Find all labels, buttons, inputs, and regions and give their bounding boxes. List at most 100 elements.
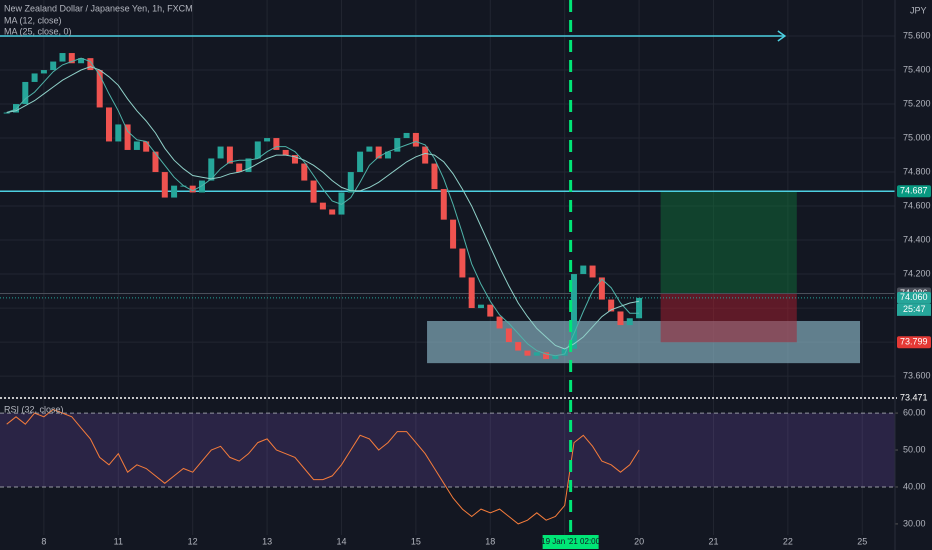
x-tick-label: 25 (857, 536, 867, 546)
x-tick-label: 13 (262, 536, 272, 546)
candle (422, 146, 429, 164)
rsi-legend: RSI (32, close) (4, 404, 64, 414)
candle (431, 163, 438, 190)
rsi-tick-label: 30.00 (903, 518, 926, 528)
x-tick-label: 14 (336, 536, 346, 546)
candle (96, 70, 103, 108)
rsi-tick-label: 60.00 (903, 407, 926, 417)
countdown: 25:47 (903, 304, 926, 314)
candle (384, 151, 391, 159)
candle (515, 342, 522, 351)
candle (338, 192, 345, 215)
candle (291, 155, 298, 164)
price-tag-label: 73.471 (900, 392, 928, 402)
x-tick-label: 15 (411, 536, 421, 546)
candle (226, 146, 233, 164)
candle (3, 112, 10, 114)
x-tick-label: 8 (41, 536, 46, 546)
price-tag-label: 74.060 (900, 292, 928, 302)
price-tag (897, 291, 931, 304)
x-tick-label: 21 (708, 536, 718, 546)
candle (236, 163, 243, 173)
candle (264, 138, 271, 142)
candle (561, 348, 568, 356)
candle (198, 180, 205, 193)
x-tick-label: 12 (188, 536, 198, 546)
candle (245, 158, 252, 173)
candle (450, 219, 457, 249)
candle (161, 172, 168, 198)
candle (477, 304, 484, 309)
candle (282, 149, 289, 156)
candle (412, 132, 419, 147)
candle (608, 299, 615, 312)
candle (543, 352, 550, 360)
candle (626, 318, 633, 326)
rsi-tick-label: 40.00 (903, 481, 926, 491)
candle (208, 158, 215, 181)
candle (440, 189, 447, 220)
candle (505, 328, 512, 343)
currency-label: JPY (910, 5, 927, 15)
y-tick-label: 75.000 (903, 132, 931, 142)
candle (105, 107, 112, 142)
candle (40, 70, 47, 74)
candle (301, 163, 308, 181)
candle (124, 124, 131, 150)
candle (375, 146, 382, 159)
y-tick-label: 73.600 (903, 370, 931, 380)
candle (217, 146, 224, 159)
candle (133, 141, 140, 150)
price-tag-label: 73.799 (900, 337, 928, 347)
candle (12, 104, 19, 113)
crosshair-label: 19 Jan '21 02:00 (541, 537, 600, 546)
y-tick-label: 75.600 (903, 30, 931, 40)
y-tick-label: 74.400 (903, 234, 931, 244)
candle (496, 316, 503, 329)
candle (580, 265, 587, 275)
candle (310, 180, 317, 203)
ray-arrow (777, 30, 787, 42)
candle (570, 274, 577, 349)
price-tag (897, 336, 931, 349)
candle (636, 297, 643, 319)
x-tick-label: 11 (114, 536, 123, 546)
candle (533, 352, 540, 356)
candle (50, 61, 57, 71)
candle (22, 81, 29, 105)
legend-entry: MA (12, close) (4, 15, 62, 25)
candle (319, 202, 326, 210)
candle (394, 138, 401, 152)
candle (357, 151, 364, 173)
candle (171, 185, 178, 198)
candle (87, 58, 94, 71)
crosshair-tag (542, 535, 599, 549)
price-tag (897, 392, 931, 404)
countdown-tag (897, 303, 931, 316)
candle (468, 277, 475, 309)
y-tick-label: 74.200 (903, 268, 931, 278)
candle (78, 58, 85, 64)
profit-zone (660, 191, 797, 294)
candle (487, 304, 494, 317)
moving-average (6, 57, 640, 357)
y-tick-label: 75.200 (903, 98, 931, 108)
candle (403, 132, 410, 139)
candle (59, 53, 66, 62)
candle (552, 355, 559, 360)
candle (617, 311, 624, 326)
candle (152, 151, 159, 173)
candle (143, 141, 150, 152)
y-tick-label: 75.400 (903, 64, 931, 74)
x-tick-label: 20 (634, 536, 644, 546)
candle (329, 209, 336, 215)
candle (598, 277, 605, 300)
candle (589, 265, 596, 278)
rsi-band (0, 413, 895, 487)
candle (273, 138, 280, 150)
candle (115, 124, 122, 142)
rsi-line (6, 408, 640, 525)
rsi-tick-label: 50.00 (903, 444, 926, 454)
stop-zone (660, 293, 797, 343)
